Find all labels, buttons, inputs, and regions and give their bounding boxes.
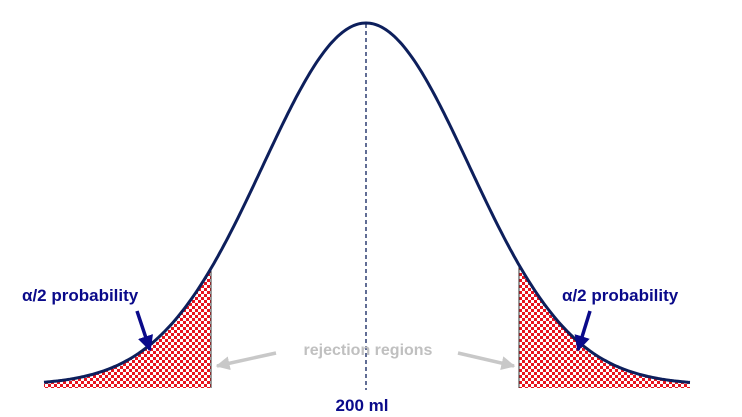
rejection-arrow-right (457, 351, 516, 370)
center-value-label: 200 ml (336, 396, 389, 415)
left-probability-arrow (135, 310, 153, 352)
bell-curve (43, 21, 691, 384)
left-rejection-region (44, 268, 211, 388)
right-probability-label: α/2 probability (562, 286, 679, 305)
right-rejection-region (519, 264, 690, 388)
left-probability-label: α/2 probability (22, 286, 139, 305)
rejection-regions-label: rejection regions (304, 342, 433, 359)
rejection-arrow-left (215, 351, 277, 371)
right-probability-arrow (574, 310, 592, 352)
